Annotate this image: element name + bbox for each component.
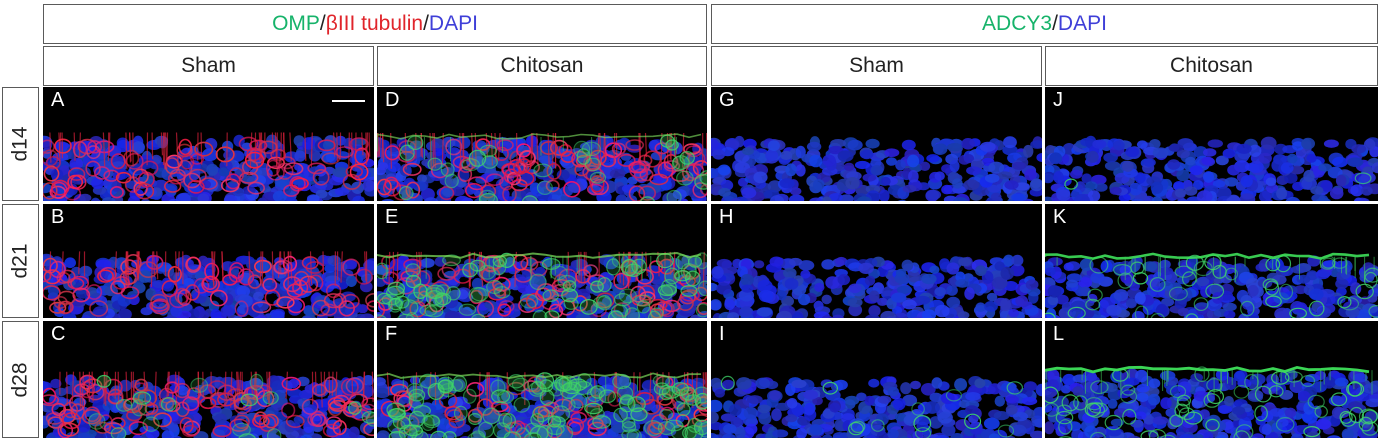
micrograph-image	[377, 372, 707, 438]
micrograph-panel-j: J	[1045, 87, 1378, 201]
green-signal	[1045, 366, 1378, 438]
column-header-label: Sham	[849, 54, 904, 77]
group-header-adcy3-text: ADCY3/DAPI	[982, 12, 1107, 36]
row-label-d28: d28	[2, 321, 39, 438]
dapi-nuclei	[711, 135, 1042, 201]
micrograph-image	[1045, 135, 1378, 201]
scale-bar	[332, 100, 365, 102]
dapi-nuclei	[1045, 135, 1378, 201]
cilia-layer	[377, 372, 702, 380]
micrograph-image	[711, 135, 1042, 201]
header-omp-text: OMP	[272, 12, 320, 35]
dapi-nuclei	[711, 376, 1042, 438]
tubulin-signal	[43, 371, 374, 438]
micrograph-image	[377, 251, 707, 318]
micrograph-image	[43, 132, 374, 201]
panel-label: D	[385, 89, 400, 111]
micrograph-panel-c: C	[43, 321, 374, 438]
header-tubulin-text: βIII tubulin	[325, 12, 424, 35]
cilia-layer	[1045, 365, 1370, 374]
column-header-sham-2: Sham	[711, 46, 1042, 86]
panel-label: F	[385, 323, 398, 345]
dapi-nuclei	[43, 134, 374, 201]
cilia-layer	[377, 251, 702, 259]
cilia-layer	[377, 133, 702, 140]
panel-label: A	[51, 89, 65, 111]
micrograph-panel-b: B	[43, 204, 374, 318]
panel-label: L	[1053, 323, 1065, 345]
group-header-omp: OMP/βIII tubulin/DAPI	[43, 4, 707, 44]
green-signal	[88, 373, 374, 438]
header-slash: /	[1052, 12, 1058, 35]
column-header-chitosan-2: Chitosan	[1045, 46, 1378, 86]
micrograph-image	[1045, 365, 1378, 438]
micrograph-panel-e: E	[377, 204, 707, 318]
header-adcy3-text: ADCY3	[982, 12, 1053, 35]
tubulin-signal	[43, 251, 374, 317]
micrograph-panel-k: K	[1045, 204, 1378, 318]
micrograph-panel-f: F	[377, 321, 707, 438]
row-label-text: d14	[8, 126, 32, 162]
micrograph-image	[43, 371, 374, 438]
row-label-d14: d14	[2, 87, 39, 201]
header-dapi-text: DAPI	[1057, 12, 1107, 35]
panel-label: I	[719, 323, 725, 345]
green-signal	[377, 252, 707, 318]
panel-label: C	[51, 323, 66, 345]
tubulin-signal	[43, 132, 371, 201]
micrograph-panel-a: A	[43, 87, 374, 201]
column-header-label: Chitosan	[1170, 54, 1253, 77]
micrograph-image	[711, 254, 1042, 318]
header-dapi-text: DAPI	[428, 12, 478, 35]
header-slash: /	[319, 12, 326, 35]
column-header-label: Sham	[181, 54, 236, 77]
row-label-d21: d21	[2, 204, 39, 318]
cilia-layer	[1045, 252, 1370, 260]
green-signal	[386, 372, 707, 438]
column-header-chitosan-1: Chitosan	[377, 46, 707, 86]
column-header-sham-1: Sham	[43, 46, 374, 86]
panel-label: H	[719, 206, 734, 228]
panel-label: B	[51, 206, 65, 228]
micrograph-panel-i: I	[711, 321, 1042, 438]
micrograph-panel-d: D	[377, 87, 707, 201]
micrograph-image	[1045, 252, 1378, 318]
dapi-nuclei	[711, 254, 1042, 318]
micrograph-image	[711, 375, 1042, 438]
panel-label: K	[1053, 206, 1067, 228]
panel-label: J	[1053, 89, 1063, 111]
header-slash: /	[423, 12, 429, 35]
green-signal	[1064, 172, 1372, 190]
row-label-text: d28	[8, 361, 32, 398]
group-header-omp-text: OMP/βIII tubulin/DAPI	[272, 12, 478, 36]
panel-label: G	[719, 89, 735, 111]
micrograph-panel-g: G	[711, 87, 1042, 201]
group-header-adcy3: ADCY3/DAPI	[711, 4, 1378, 44]
micrograph-image	[377, 132, 707, 201]
micrograph-panel-h: H	[711, 204, 1042, 318]
dapi-nuclei	[1045, 255, 1378, 318]
dapi-nuclei	[1045, 368, 1378, 438]
panel-label: E	[385, 206, 399, 228]
micrograph-panel-l: L	[1045, 321, 1378, 438]
column-header-label: Chitosan	[500, 54, 584, 77]
micrograph-image	[43, 251, 374, 318]
tubulin-signal	[377, 132, 707, 201]
green-signal	[720, 375, 1023, 438]
green-signal	[398, 134, 707, 201]
row-label-text: d21	[8, 243, 32, 279]
